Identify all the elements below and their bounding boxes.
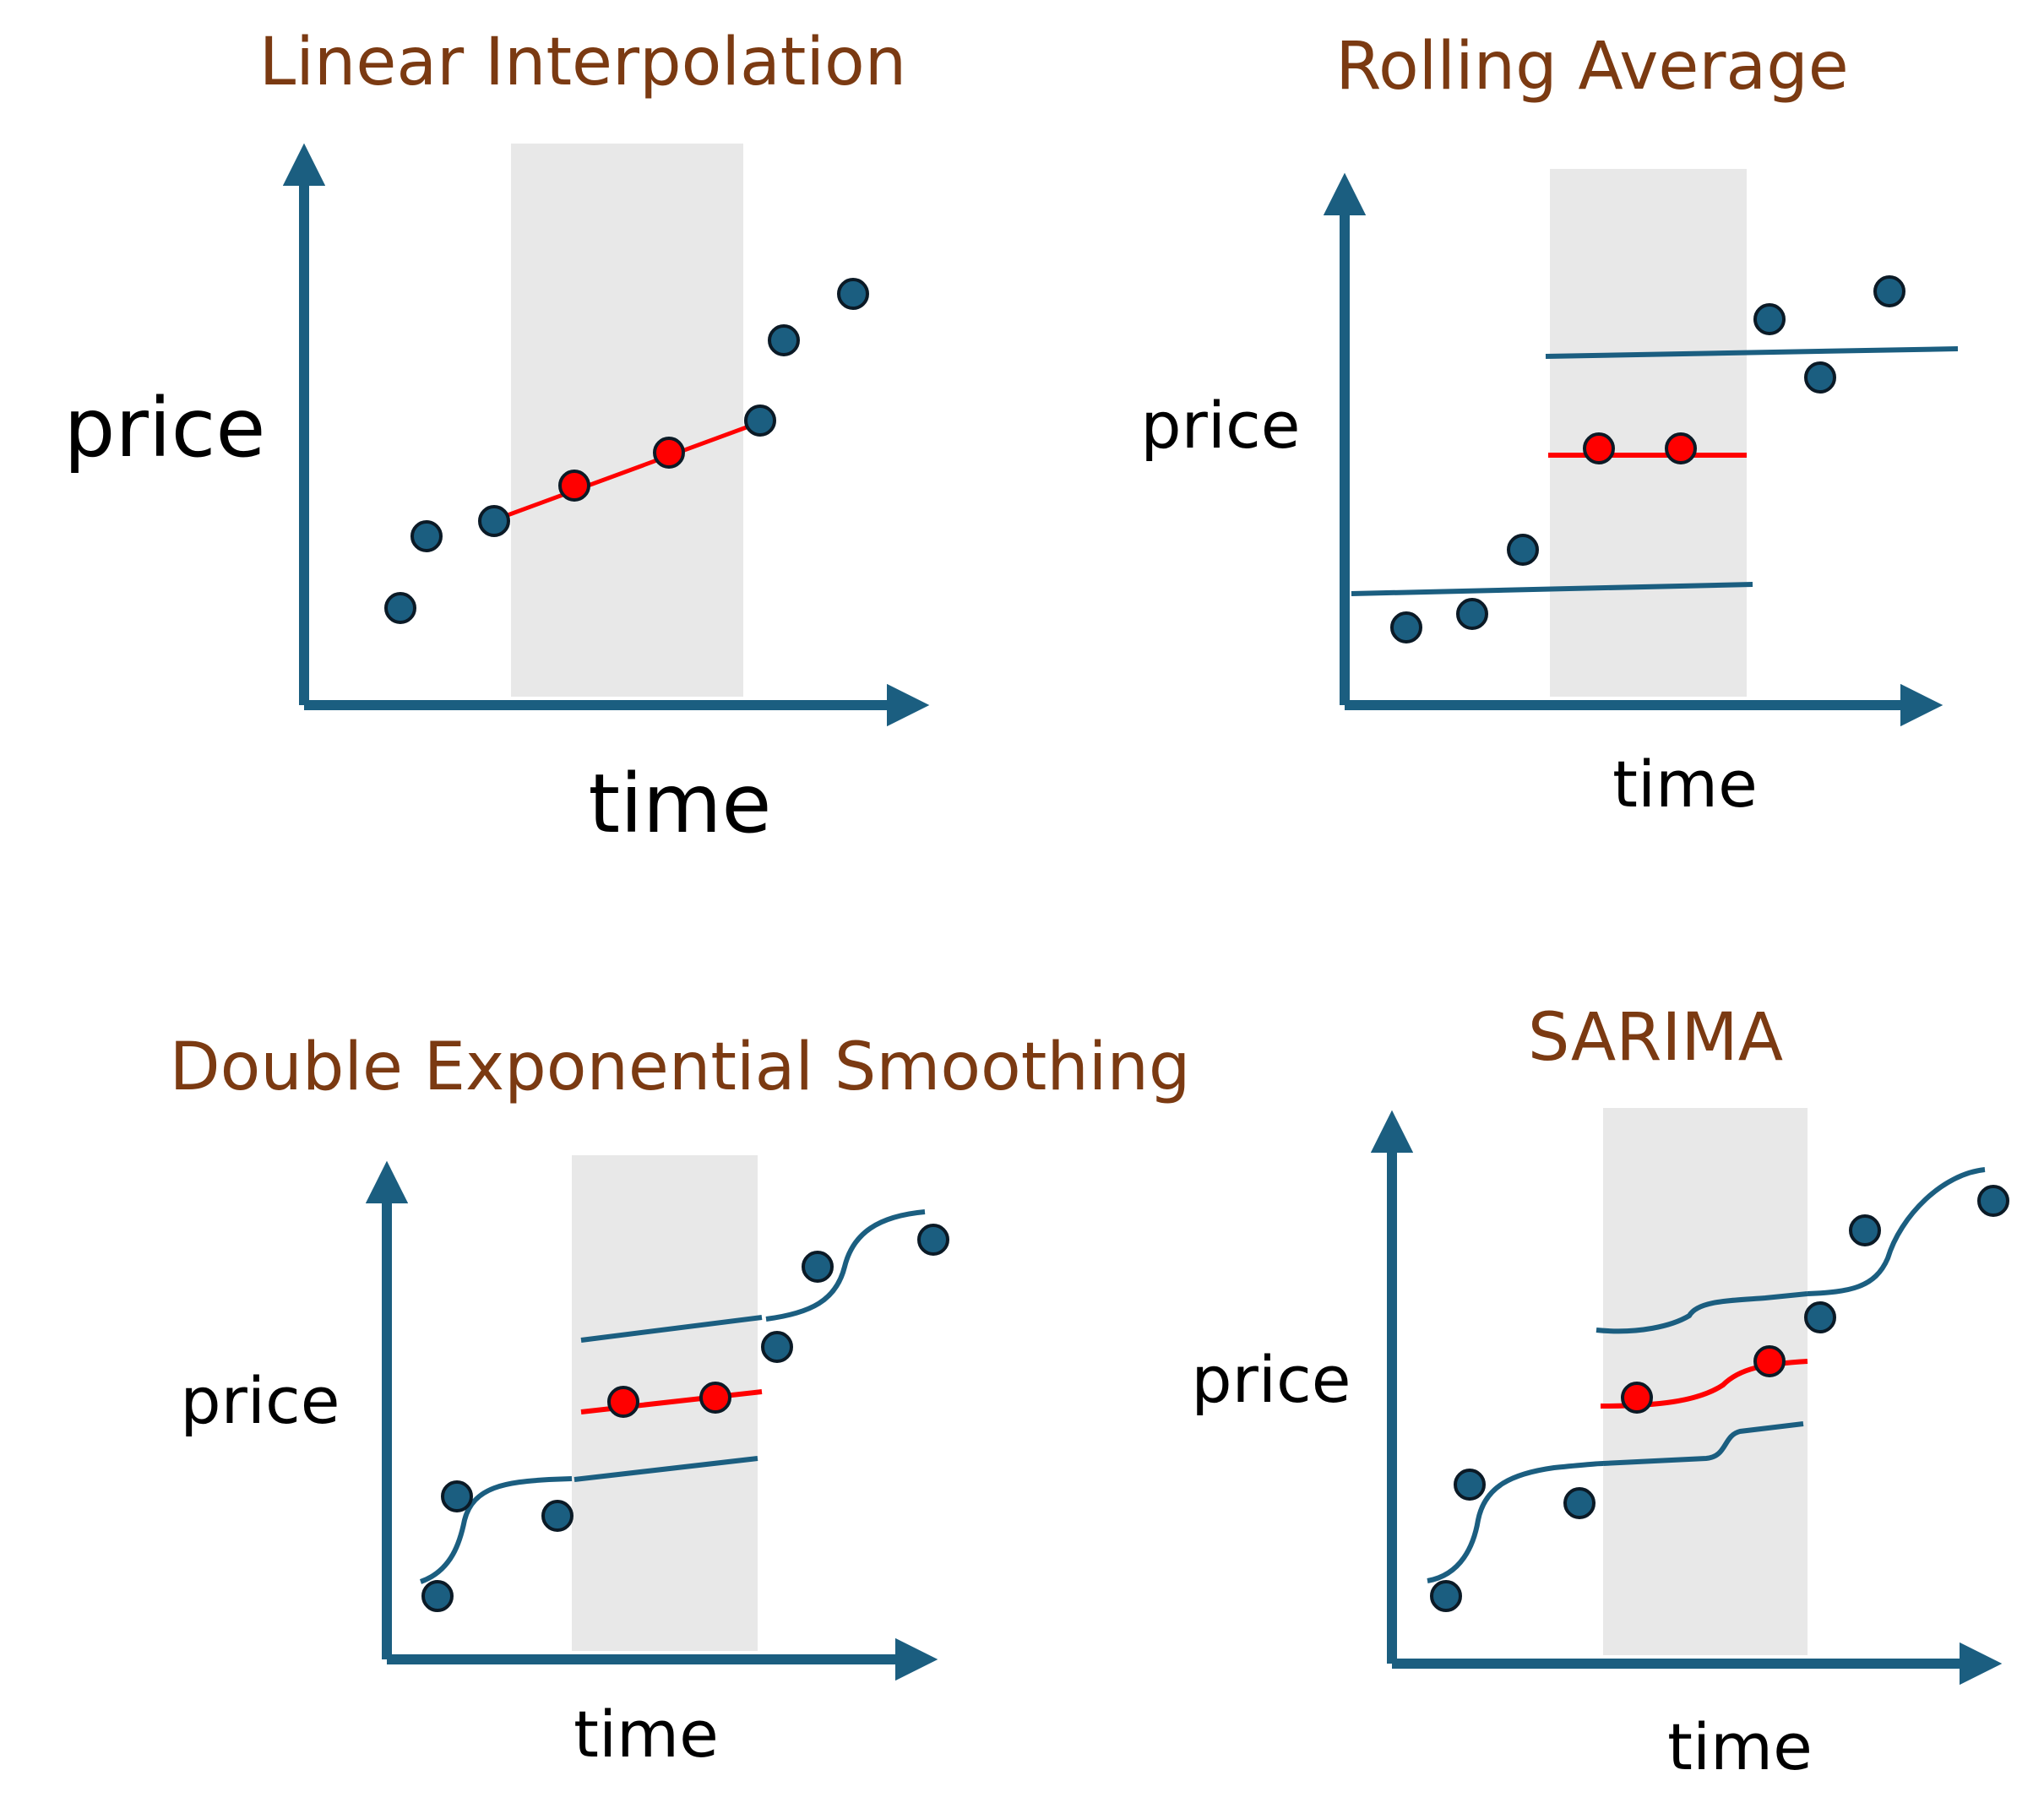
- fitted-curve: [1596, 1291, 1808, 1334]
- observed-point: [768, 324, 800, 356]
- fitted-line: [1351, 582, 1753, 596]
- observed-point: [1507, 534, 1539, 566]
- observed-point: [1456, 598, 1488, 630]
- panel-title: Linear Interpolation: [259, 24, 906, 100]
- observed-point: [1430, 1580, 1462, 1612]
- observed-point: [761, 1331, 793, 1363]
- observed-point: [1454, 1469, 1486, 1501]
- observed-point: [441, 1480, 473, 1512]
- panel-linear-interpolation: Linear Interpolation price time: [64, 24, 930, 851]
- x-axis-label: time: [1667, 1709, 1813, 1784]
- observed-point: [478, 505, 510, 537]
- panel-title: SARIMA: [1528, 1000, 1783, 1076]
- panel-title: Rolling Average: [1335, 29, 1848, 105]
- panel-rolling-average: Rolling Average price time: [1140, 29, 1959, 822]
- observed-point: [421, 1580, 454, 1612]
- imputed-point: [1753, 1345, 1786, 1377]
- panel-title: Double Exponential Smoothing: [170, 1029, 1191, 1105]
- x-axis-label: time: [1612, 747, 1758, 822]
- y-axis-label: price: [180, 1363, 340, 1438]
- fitted-curve: [1602, 1421, 1804, 1466]
- panel-double-exponential-smoothing: Double Exponential Smoothing price time: [170, 1029, 1191, 1772]
- observed-point: [1977, 1185, 2009, 1217]
- missing-gap-band: [1550, 169, 1747, 697]
- observed-point: [410, 520, 443, 552]
- interpolation-line: [491, 420, 761, 524]
- imputed-point: [1583, 432, 1615, 464]
- imputed-point: [1665, 432, 1697, 464]
- missing-gap-band: [511, 144, 743, 697]
- observed-point: [384, 592, 416, 624]
- panel-sarima: SARIMA price time: [1191, 1000, 2009, 1784]
- x-axis-label: time: [574, 1697, 719, 1772]
- fitted-curve: [419, 1476, 573, 1584]
- observed-point: [802, 1251, 834, 1283]
- observed-point: [1849, 1214, 1881, 1246]
- observed-point: [1804, 1301, 1836, 1333]
- fitted-line: [1545, 346, 1959, 359]
- observed-point: [1390, 611, 1422, 643]
- y-axis-label: price: [1191, 1342, 1351, 1417]
- observed-point: [1804, 361, 1836, 394]
- observed-point: [1753, 303, 1786, 335]
- imputed-point: [699, 1382, 731, 1414]
- x-axis-label: time: [589, 757, 772, 851]
- y-axis-label: price: [1140, 388, 1300, 463]
- fitted-line: [580, 1315, 763, 1343]
- observed-point: [541, 1500, 574, 1532]
- imputed-point: [1621, 1382, 1653, 1414]
- observed-point: [1563, 1487, 1596, 1519]
- observed-point: [917, 1224, 949, 1256]
- imputed-point: [653, 437, 685, 469]
- fitted-curve: [1807, 1167, 1986, 1296]
- missing-gap-band: [1603, 1108, 1808, 1655]
- observed-point: [744, 405, 776, 437]
- imputed-point: [558, 470, 590, 502]
- observed-point: [837, 278, 869, 310]
- fitted-line: [574, 1456, 758, 1482]
- fitted-curve: [1427, 1461, 1604, 1583]
- fitted-curve: [765, 1209, 926, 1322]
- imputed-point: [607, 1386, 639, 1418]
- observed-point: [1873, 275, 1905, 307]
- y-axis-label: price: [64, 381, 266, 475]
